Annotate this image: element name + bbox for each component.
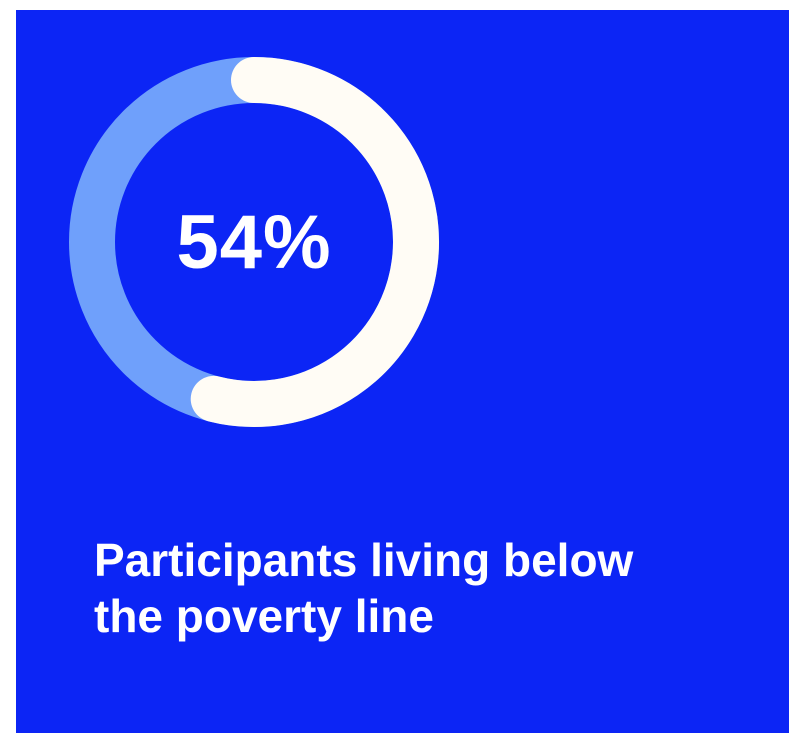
donut-chart: 54%	[66, 54, 442, 430]
donut-svg	[69, 57, 439, 427]
donut-value-arc	[190, 57, 439, 427]
donut-value-label: 54%	[176, 199, 332, 285]
caption-line-2: the poverty line	[94, 590, 434, 642]
caption-line-1: Participants living below	[94, 534, 634, 586]
chart-caption: Participants living below the poverty li…	[94, 532, 734, 644]
stat-card: 54% Participants living below the povert…	[16, 10, 789, 733]
